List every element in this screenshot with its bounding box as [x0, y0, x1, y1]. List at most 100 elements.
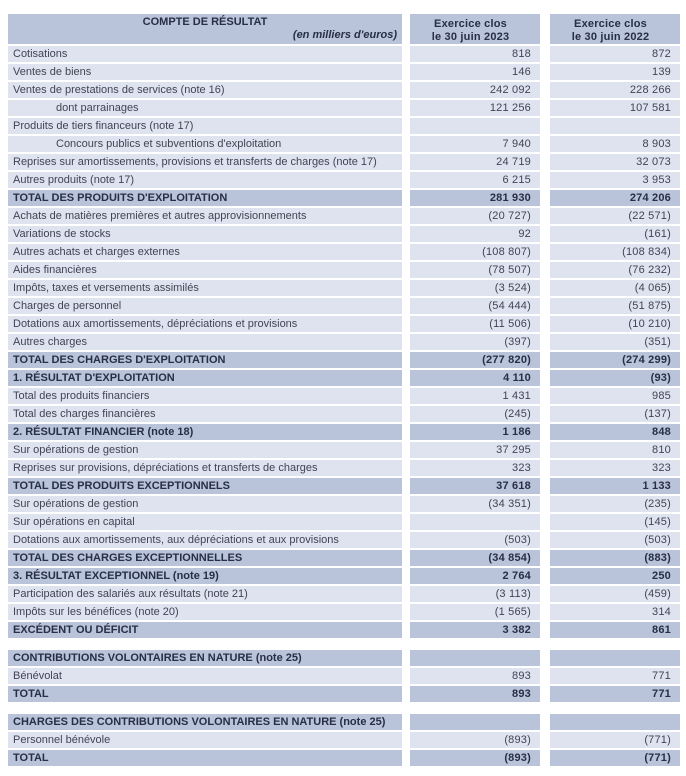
- value-2023: (108 807): [410, 244, 540, 260]
- column-header-2023-line1: Exercice clos: [434, 18, 507, 30]
- row-label: CHARGES DES CONTRIBUTIONS VOLONTAIRES EN…: [8, 714, 402, 730]
- row-label: Impôts sur les bénéfices (note 20): [8, 604, 402, 620]
- value-2022: (351): [550, 334, 680, 350]
- value-2023: (54 444): [410, 298, 540, 314]
- table-row: dont parrainages 121 256 107 581: [8, 100, 680, 116]
- value-2023: (245): [410, 406, 540, 422]
- value-2022: 250: [550, 568, 680, 584]
- total-row: CONTRIBUTIONS VOLONTAIRES EN NATURE (not…: [8, 650, 680, 666]
- row-label: EXCÉDENT OU DÉFICIT: [8, 622, 402, 638]
- total-row: 3. RÉSULTAT EXCEPTIONNEL (note 19) 2 764 2…: [8, 568, 680, 584]
- value-2023: 6 215: [410, 172, 540, 188]
- value-2022: 107 581: [550, 100, 680, 116]
- table-row: Reprises sur amortissements, provisions …: [8, 154, 680, 170]
- table-row: Autres produits (note 17) 6 215 3 953: [8, 172, 680, 188]
- table-row: Cotisations 818 872: [8, 46, 680, 62]
- value-2022: 228 266: [550, 82, 680, 98]
- value-2022: [550, 714, 680, 730]
- value-2022: (22 571): [550, 208, 680, 224]
- row-label: Total des produits financiers: [8, 388, 402, 404]
- table-row: Ventes de prestations de services (note …: [8, 82, 680, 98]
- row-label: TOTAL DES PRODUITS EXCEPTIONNELS: [8, 478, 402, 494]
- value-2023: (34 351): [410, 496, 540, 512]
- value-2023: 242 092: [410, 82, 540, 98]
- row-label: 3. RÉSULTAT EXCEPTIONNEL (note 19): [8, 568, 402, 584]
- row-label: Aides financières: [8, 262, 402, 278]
- row-label: Ventes de biens: [8, 64, 402, 80]
- table-row: Sur opérations de gestion 37 295 810: [8, 442, 680, 458]
- table-row: Bénévolat 893 771: [8, 668, 680, 684]
- total-row: TOTAL DES CHARGES EXCEPTIONNELLES (34 854…: [8, 550, 680, 566]
- value-2023: 323: [410, 460, 540, 476]
- value-2023: 7 940: [410, 136, 540, 152]
- table-row: Sur opérations de gestion (34 351) (235): [8, 496, 680, 512]
- value-2022: 8 903: [550, 136, 680, 152]
- value-2023: (34 854): [410, 550, 540, 566]
- row-label: Produits de tiers financeurs (note 17): [8, 118, 402, 134]
- section-spacer: [8, 640, 680, 650]
- value-2022: 3 953: [550, 172, 680, 188]
- value-2023: [410, 650, 540, 666]
- column-header-2022-line1: Exercice clos: [574, 18, 647, 30]
- value-2023: 3 382: [410, 622, 540, 638]
- row-label: Participation des salariés aux résultats…: [8, 586, 402, 602]
- table-header-row: COMPTE DE RÉSULTAT (en milliers d'euros)…: [8, 14, 680, 44]
- table-row: Concours publics et subventions d'exploi…: [8, 136, 680, 152]
- value-2022: (771): [550, 732, 680, 748]
- header-title-cell: COMPTE DE RÉSULTAT (en milliers d'euros): [8, 14, 402, 44]
- value-2023: (78 507): [410, 262, 540, 278]
- row-label: Autres charges: [8, 334, 402, 350]
- value-2022: (137): [550, 406, 680, 422]
- row-label: TOTAL DES PRODUITS D'EXPLOITATION: [8, 190, 402, 206]
- value-2023: 4 110: [410, 370, 540, 386]
- value-2023: [410, 118, 540, 134]
- value-2022: (10 210): [550, 316, 680, 332]
- row-label: Achats de matières premières et autres a…: [8, 208, 402, 224]
- value-2022: (274 299): [550, 352, 680, 368]
- value-2022: (4 065): [550, 280, 680, 296]
- row-label: 1. RÉSULTAT D'EXPLOITATION: [8, 370, 402, 386]
- value-2023: 37 295: [410, 442, 540, 458]
- table-row: Personnel bénévole (893) (771): [8, 732, 680, 748]
- row-label: Sur opérations de gestion: [8, 442, 402, 458]
- row-label: Personnel bénévole: [8, 732, 402, 748]
- row-label: Sur opérations de gestion: [8, 496, 402, 512]
- compte-de-resultat-table: COMPTE DE RÉSULTAT (en milliers d'euros)…: [8, 14, 680, 766]
- value-2022: 139: [550, 64, 680, 80]
- row-label: 2. RÉSULTAT FINANCIER (note 18): [8, 424, 402, 440]
- row-label: Variations de stocks: [8, 226, 402, 242]
- value-2023: 2 764: [410, 568, 540, 584]
- value-2023: 92: [410, 226, 540, 242]
- value-2022: 1 133: [550, 478, 680, 494]
- table-row: Autres charges (397) (351): [8, 334, 680, 350]
- value-2023: (893): [410, 732, 540, 748]
- total-row: TOTAL DES PRODUITS D'EXPLOITATION 281 930…: [8, 190, 680, 206]
- value-2023: 121 256: [410, 100, 540, 116]
- value-2022: (883): [550, 550, 680, 566]
- value-2023: 1 186: [410, 424, 540, 440]
- row-label: Bénévolat: [8, 668, 402, 684]
- row-label: Reprises sur amortissements, provisions …: [8, 154, 402, 170]
- row-label: Concours publics et subventions d'exploi…: [8, 136, 402, 152]
- value-2022: (108 834): [550, 244, 680, 260]
- table-row: Dotations aux amortissements, aux dépréc…: [8, 532, 680, 548]
- value-2023: [410, 714, 540, 730]
- column-header-2022-line2: le 30 juin 2022: [571, 31, 650, 43]
- row-label: dont parrainages: [8, 100, 402, 116]
- value-2023: 893: [410, 686, 540, 702]
- value-2023: (397): [410, 334, 540, 350]
- table-row: Total des charges financières (245) (137): [8, 406, 680, 422]
- row-label: Cotisations: [8, 46, 402, 62]
- value-2022: (161): [550, 226, 680, 242]
- table-row: Achats de matières premières et autres a…: [8, 208, 680, 224]
- section-spacer: [8, 704, 680, 714]
- row-label: TOTAL DES CHARGES D'EXPLOITATION: [8, 352, 402, 368]
- row-label: TOTAL DES CHARGES EXCEPTIONNELLES: [8, 550, 402, 566]
- total-row: TOTAL 893 771: [8, 686, 680, 702]
- value-2023: (1 565): [410, 604, 540, 620]
- total-row: CHARGES DES CONTRIBUTIONS VOLONTAIRES EN…: [8, 714, 680, 730]
- column-header-2023: Exercice clos le 30 juin 2023: [410, 14, 540, 44]
- row-label: Dotations aux amortissements, aux dépréc…: [8, 532, 402, 548]
- table-row: Sur opérations en capital (145): [8, 514, 680, 530]
- value-2023: 893: [410, 668, 540, 684]
